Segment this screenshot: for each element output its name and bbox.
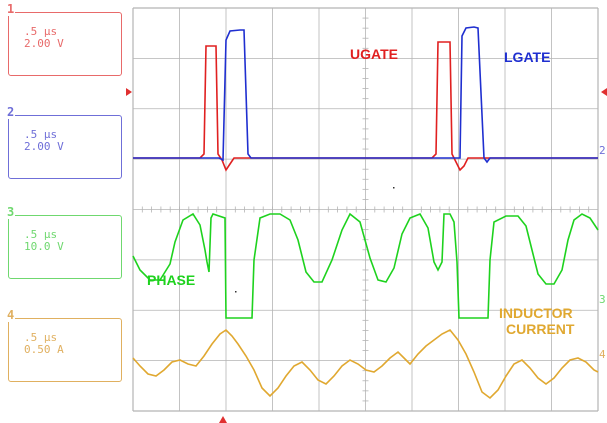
channel-4-box[interactable]: 4 .5 µs 0.50 A	[6, 309, 122, 382]
channel-1-scale: 2.00 V	[24, 37, 64, 50]
inductor-current-trace	[132, 328, 599, 400]
lgate-label: LGATE	[504, 49, 551, 65]
trigger-level-arrow[interactable]	[126, 88, 132, 96]
channel-3-box[interactable]: 3 .5 µs 10.0 V	[6, 206, 122, 279]
channel-4-scale: 0.50 A	[24, 343, 64, 356]
inductor-current-label: INDUCTOR CURRENT	[499, 305, 574, 337]
ugate-label: UGATE	[350, 46, 398, 62]
lgate-trace	[133, 26, 598, 164]
channel-2-box[interactable]: 2 .5 µs 2.00 V	[6, 106, 122, 179]
channel-2-number: 2	[6, 105, 16, 119]
right-marker-2: 2	[599, 144, 606, 157]
channel-3-number: 3	[6, 205, 16, 219]
channel-1-timebase: .5 µs	[24, 25, 58, 38]
inductor-label-line-1: INDUCTOR	[499, 305, 573, 321]
phase-label: PHASE	[147, 272, 196, 288]
right-marker-3: 3	[599, 293, 606, 306]
trigger-position-arrow[interactable]	[219, 416, 227, 423]
channel-2-scale: 2.00 V	[24, 140, 64, 153]
right-level-arrow[interactable]	[601, 88, 607, 96]
artifact-dot-1	[393, 187, 395, 189]
right-marker-4: 4	[599, 348, 606, 361]
channel-1-number: 1	[6, 2, 16, 16]
channel-1-box[interactable]: 1 .5 µs 2.00 V	[6, 3, 122, 76]
channel-2-timebase: .5 µs	[24, 128, 58, 141]
channel-3-scale: 10.0 V	[24, 240, 64, 253]
channel-3-timebase: .5 µs	[24, 228, 58, 241]
graticule	[132, 7, 599, 412]
inductor-label-line-2: CURRENT	[506, 321, 575, 337]
phase-trace	[132, 212, 599, 319]
channel-4-timebase: .5 µs	[24, 331, 58, 344]
channel-4-number: 4	[6, 308, 16, 322]
artifact-dot-2	[235, 291, 237, 293]
